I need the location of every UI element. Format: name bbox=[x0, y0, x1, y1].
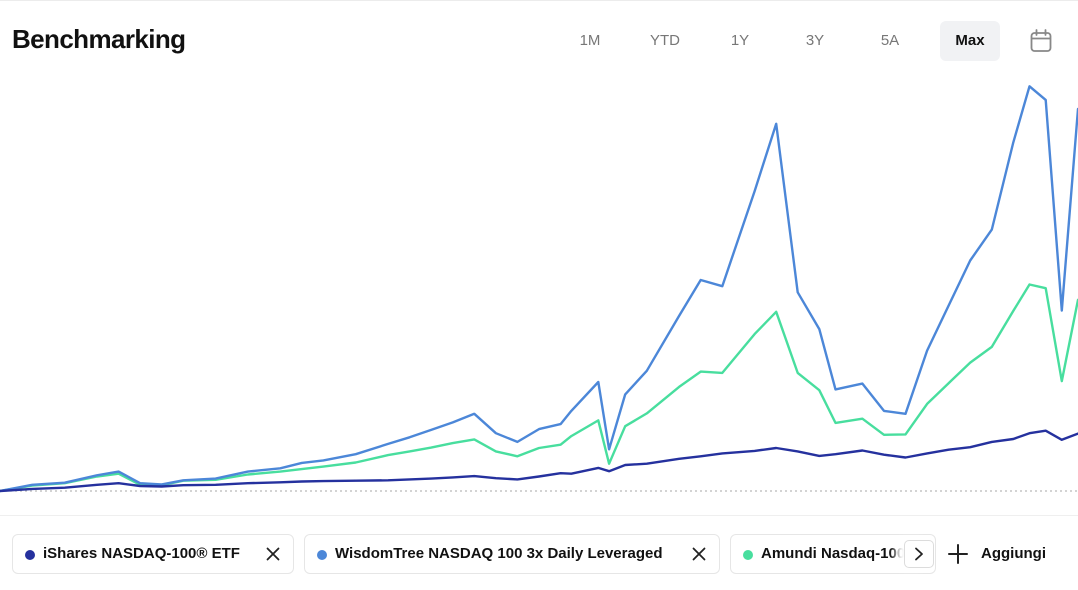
benchmark-chart bbox=[0, 70, 1078, 510]
plus-icon bbox=[948, 544, 968, 564]
range-5a-button[interactable]: 5A bbox=[880, 32, 900, 49]
legend-item-amundi: Amundi Nasdaq-100 bbox=[730, 534, 936, 574]
range-3y-button[interactable]: 3Y bbox=[805, 32, 825, 49]
legend-item-label: iShares NASDAQ-100® ETF bbox=[43, 545, 240, 562]
close-icon bbox=[692, 547, 706, 561]
remove-wisdomtree-button[interactable] bbox=[691, 546, 707, 562]
top-divider bbox=[0, 0, 1078, 1]
legend: iShares NASDAQ-100® ETF WisdomTree NASDA… bbox=[0, 534, 1078, 576]
series-color-dot bbox=[317, 550, 327, 560]
remove-ishares-button[interactable] bbox=[265, 546, 281, 562]
series-color-dot bbox=[25, 550, 35, 560]
time-range-selector: 1M YTD 1Y 3Y 5A Max bbox=[560, 21, 1070, 61]
legend-divider bbox=[0, 515, 1078, 516]
range-max-button[interactable]: Max bbox=[940, 21, 1000, 61]
series-color-dot bbox=[743, 550, 753, 560]
chevron-right-icon bbox=[915, 547, 923, 561]
legend-item-wisdomtree: WisdomTree NASDAQ 100 3x Daily Leveraged bbox=[304, 534, 720, 574]
series-line-wisdomtree bbox=[0, 85, 1078, 493]
close-icon bbox=[266, 547, 280, 561]
legend-item-label: WisdomTree NASDAQ 100 3x Daily Leveraged bbox=[335, 545, 663, 562]
legend-scroll-right-button[interactable] bbox=[904, 540, 934, 568]
calendar-icon bbox=[1030, 29, 1052, 52]
series-line-ishares bbox=[0, 429, 1078, 493]
chart-plot bbox=[0, 85, 1078, 493]
series-line-amundi bbox=[0, 283, 1078, 493]
calendar-button[interactable] bbox=[1020, 21, 1060, 61]
range-1m-button[interactable]: 1M bbox=[579, 32, 601, 49]
legend-item-label: Amundi Nasdaq-100 bbox=[761, 545, 906, 562]
add-benchmark-label: Aggiungi bbox=[981, 545, 1046, 562]
range-ytd-button[interactable]: YTD bbox=[650, 32, 680, 49]
add-benchmark-button[interactable]: Aggiungi bbox=[946, 534, 1056, 574]
range-1y-button[interactable]: 1Y bbox=[730, 32, 750, 49]
legend-item-ishares: iShares NASDAQ-100® ETF bbox=[12, 534, 294, 574]
page-title: Benchmarking bbox=[12, 24, 186, 54]
